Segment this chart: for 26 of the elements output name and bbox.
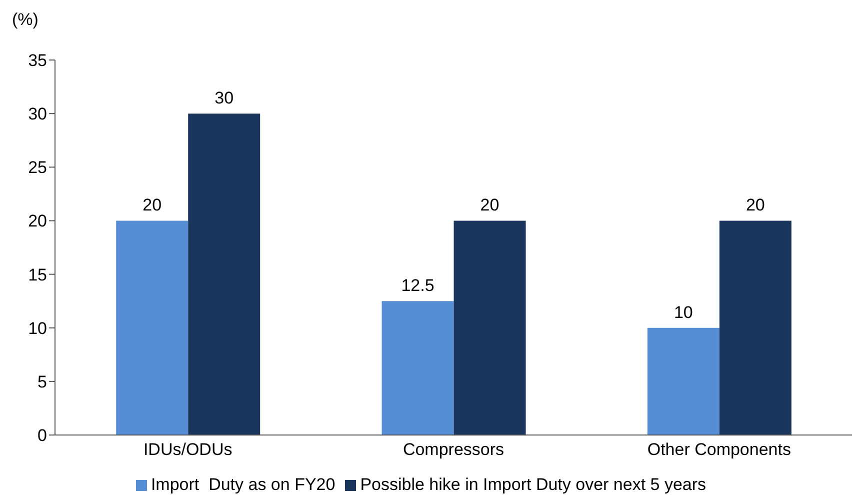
data-label: 12.5 <box>401 276 434 296</box>
data-label: 20 <box>746 196 765 215</box>
data-label: 10 <box>674 302 693 322</box>
legend-label: Possible hike in Import Duty over next 5 years <box>360 475 706 494</box>
legend-label: Import Duty as on FY20 <box>150 475 336 494</box>
y-tick-label: 35 <box>28 51 47 70</box>
y-tick-label: 20 <box>28 212 47 231</box>
bar <box>719 220 792 435</box>
data-label: 20 <box>142 196 162 215</box>
data-label: 20 <box>480 196 500 215</box>
y-tick-label: 5 <box>38 372 47 392</box>
x-tick-label: Compressors <box>402 440 504 460</box>
bar <box>188 114 260 435</box>
y-tick-label: 25 <box>28 158 47 178</box>
bar <box>116 220 188 435</box>
x-tick-label: IDUs/ODUs <box>143 440 232 460</box>
y-tick-label: 0 <box>38 426 47 446</box>
y-tick-label: 30 <box>28 104 47 124</box>
bar <box>647 328 720 435</box>
y-tick-label: 10 <box>28 318 47 338</box>
y-axis-title: (%) <box>12 10 38 30</box>
bar <box>382 301 454 435</box>
bar <box>454 220 526 435</box>
x-tick-label: Other Components <box>647 440 791 460</box>
data-label: 30 <box>214 88 234 108</box>
y-tick-label: 15 <box>28 265 47 284</box>
